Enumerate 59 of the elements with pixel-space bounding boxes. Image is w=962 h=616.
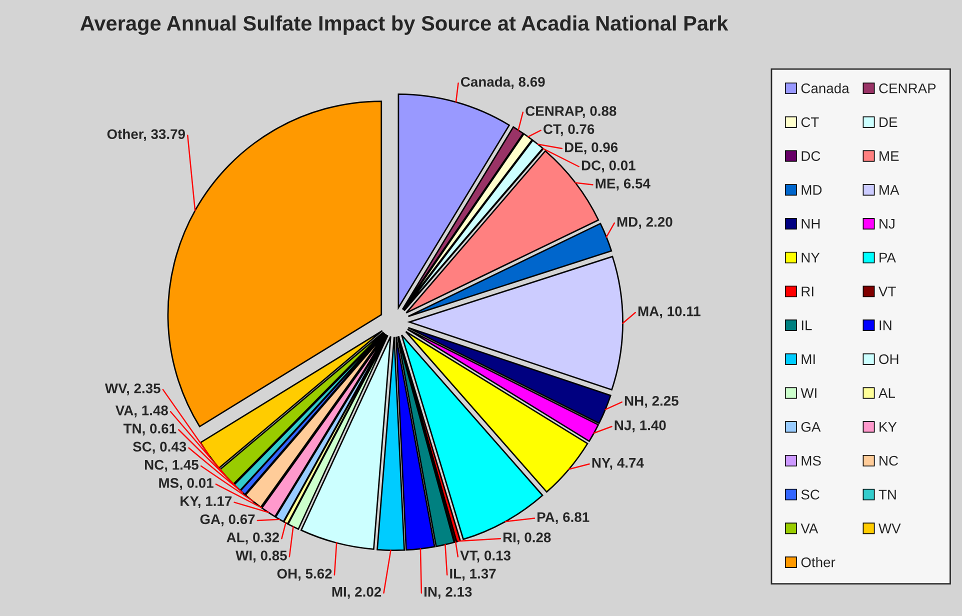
data-label: PA, 6.81 bbox=[538, 512, 590, 524]
data-label: SC, 0.43 bbox=[132, 442, 186, 454]
data-label: NC, 1.45 bbox=[145, 460, 198, 472]
legend-label: WI bbox=[800, 388, 816, 398]
legend-label: Canada bbox=[801, 83, 850, 94]
legend-label: MI bbox=[802, 354, 815, 364]
legend-label: PA bbox=[880, 252, 896, 262]
legend-label: OH bbox=[879, 354, 898, 364]
data-label: VT, 0.13 bbox=[460, 550, 510, 562]
data-label: AL, 0.32 bbox=[226, 532, 280, 544]
data-label: VA, 1.48 bbox=[115, 406, 168, 418]
data-label: RI, 0.28 bbox=[503, 532, 551, 544]
legend-label: IN bbox=[880, 320, 892, 330]
legend-label: NH bbox=[802, 218, 820, 229]
data-label: GA, 0.67 bbox=[200, 514, 255, 526]
chart-title: Average Annual Sulfate Impact by Source at Acadia National Park bbox=[80, 15, 728, 35]
legend-label: DE bbox=[880, 117, 898, 127]
data-label: NJ, 1.40 bbox=[614, 420, 666, 432]
data-label: MS, 0.01 bbox=[159, 478, 214, 490]
data-label: MD, 2.20 bbox=[617, 216, 672, 229]
data-label: OH, 5.62 bbox=[277, 568, 332, 581]
legend-label: IL bbox=[802, 320, 812, 330]
legend-label: GA bbox=[801, 422, 821, 432]
data-label: NY, 4.74 bbox=[592, 458, 644, 470]
legend-label: RI bbox=[802, 286, 814, 296]
legend-label: NJ bbox=[880, 218, 894, 229]
legend-label: SC bbox=[801, 490, 820, 500]
legend-label: WV bbox=[878, 524, 901, 534]
legend-label: VT bbox=[878, 286, 896, 296]
data-label: DE, 0.96 bbox=[565, 142, 618, 154]
data-label: KY, 1.17 bbox=[180, 496, 232, 508]
data-label: WI, 0.85 bbox=[236, 550, 287, 562]
legend-label: TN bbox=[878, 490, 896, 500]
legend-label: CENRAP bbox=[879, 83, 936, 94]
legend-label: MD bbox=[802, 185, 822, 195]
legend-label: NC bbox=[880, 456, 898, 466]
data-label: CENRAP, 0.88 bbox=[526, 106, 616, 118]
legend-label: CT bbox=[801, 117, 819, 128]
data-label: IN, 2.13 bbox=[424, 586, 472, 599]
legend-label: ME bbox=[880, 151, 899, 161]
data-label: MI, 2.02 bbox=[332, 586, 382, 599]
legend-label: VA bbox=[800, 524, 818, 534]
data-label: NH, 2.25 bbox=[624, 396, 678, 408]
data-label: WV, 2.35 bbox=[104, 383, 160, 396]
data-label: Canada, 8.69 bbox=[460, 76, 545, 89]
data-label: IL, 1.37 bbox=[450, 568, 496, 581]
legend-label: DC bbox=[802, 151, 820, 161]
data-label: CT, 0.76 bbox=[544, 124, 594, 136]
legend-label: MA bbox=[880, 185, 900, 195]
data-label: DC, 0.01 bbox=[582, 160, 636, 172]
legend-label: NY bbox=[802, 252, 820, 262]
data-label: MA, 10.11 bbox=[638, 306, 700, 318]
legend-label: AL bbox=[878, 388, 895, 398]
legend-label: MS bbox=[802, 456, 821, 466]
legend-label: KY bbox=[880, 422, 897, 432]
data-label: ME, 6.54 bbox=[596, 178, 650, 191]
legend-label: Other bbox=[801, 557, 836, 568]
data-label: Other, 33.79 bbox=[107, 128, 185, 142]
data-label: TN, 0.61 bbox=[123, 424, 176, 436]
